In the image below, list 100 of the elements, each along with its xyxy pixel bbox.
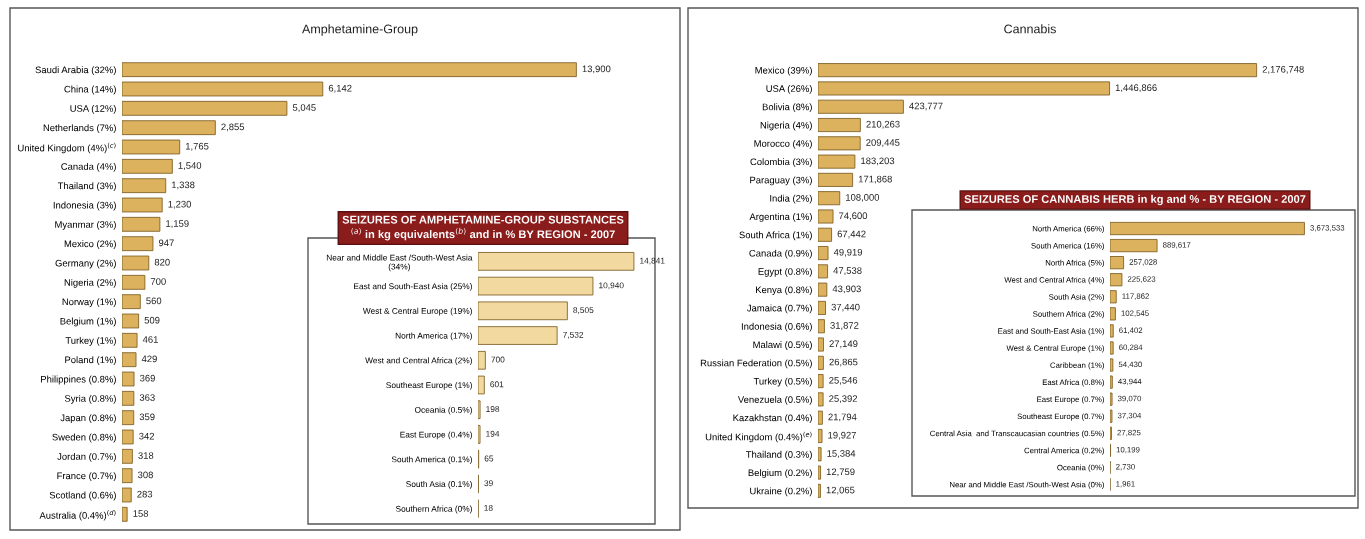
y-tick-label: Scotland (0.6%) xyxy=(49,491,116,501)
bar xyxy=(122,468,133,484)
bar xyxy=(122,313,140,329)
data-label: 12,065 xyxy=(826,486,855,495)
bar xyxy=(818,465,821,480)
y-tick-label: Venezuela (0.5%) xyxy=(737,395,812,405)
y-tick-label: Bolivia (8%) xyxy=(762,103,812,113)
y-tick-label: USA (12%) xyxy=(70,104,116,114)
data-label: 318 xyxy=(138,452,154,459)
data-label: 700 xyxy=(491,356,505,363)
bar xyxy=(818,63,1258,78)
data-label: 19,927 xyxy=(828,431,856,440)
bar xyxy=(122,487,132,503)
bar xyxy=(1110,307,1116,321)
bar xyxy=(818,300,826,315)
data-label: 13,900 xyxy=(582,65,611,74)
y-tick-label: Indonesia (0.6%) xyxy=(741,322,812,332)
data-label: 2,176,748 xyxy=(1262,65,1304,74)
y-tick-label: Thailand (3%) xyxy=(57,182,116,192)
bar xyxy=(122,448,133,464)
data-label: 423,777 xyxy=(909,102,943,111)
y-tick-label: Turkey (1%) xyxy=(65,336,116,346)
y-tick-label: Myanmar (3%) xyxy=(55,220,116,230)
bar xyxy=(818,154,856,169)
chart-title: SEIZURES OF AMPHETAMINE-GROUP SUBSTANCES $^{(a)}$ in kg equivalents$^{(b)}$ and in % BY REGION - 2007 xyxy=(342,215,624,241)
y-tick-label: Southeast Europe (1%) xyxy=(386,381,472,390)
y-tick-label: Jordan (0.7%) xyxy=(57,452,116,462)
bar xyxy=(122,197,163,213)
data-label: 158 xyxy=(133,510,149,517)
data-label: 10,940 xyxy=(599,282,624,290)
y-tick-label: Germany (2%) xyxy=(55,259,116,269)
data-label: 560 xyxy=(146,297,162,305)
y-tick-label: USA (26%) xyxy=(766,85,812,94)
data-label: 1,540 xyxy=(178,162,202,170)
y-tick-label: Turkey (0.5%) xyxy=(753,377,812,387)
data-label: 820 xyxy=(154,258,170,266)
y-tick-label: Colombia (3%) xyxy=(750,158,812,167)
data-label: 198 xyxy=(486,406,500,412)
bar xyxy=(818,191,841,206)
bar xyxy=(818,172,854,187)
data-label: 283 xyxy=(137,490,153,498)
bar xyxy=(122,216,161,232)
y-tick-label: France (0.7%) xyxy=(57,472,116,482)
bar xyxy=(818,483,821,498)
y-tick-label: Malawi (0.5%) xyxy=(753,341,812,350)
data-label: 21,794 xyxy=(828,413,857,422)
bar xyxy=(818,81,1110,96)
y-tick-label: Canada (0.9%) xyxy=(749,249,812,259)
bar xyxy=(122,429,134,445)
data-label: 509 xyxy=(144,316,160,324)
y-tick-label: Thailand (0.3%) xyxy=(745,450,812,460)
bar xyxy=(818,374,824,389)
y-tick-label: Sweden (0.8%) xyxy=(52,433,116,443)
y-tick-label: India (2%) xyxy=(770,194,812,204)
y-tick-label: East and South-East Asia (25%) xyxy=(354,283,472,291)
data-label: 342 xyxy=(139,432,155,440)
y-tick-label: Belgium (1%) xyxy=(60,317,116,327)
bar xyxy=(818,136,861,151)
data-label: 1,446,866 xyxy=(1115,84,1157,93)
data-label: 429 xyxy=(141,355,157,363)
y-tick-label: Norway (1%) xyxy=(62,298,116,308)
data-label: 12,759 xyxy=(826,468,855,477)
y-tick-label: Mexico (2%) xyxy=(64,240,116,250)
y-tick-label: Mexico (39%) xyxy=(755,66,812,76)
data-label: 1,159 xyxy=(166,220,189,228)
bar xyxy=(122,352,137,368)
bar xyxy=(818,209,834,224)
data-label: 65 xyxy=(484,455,494,462)
y-tick-label: North America (17%) xyxy=(395,332,472,341)
y-tick-label: Ukraine (0.2%) xyxy=(750,487,812,497)
bar xyxy=(478,350,486,370)
y-tick-label: Morocco (4%) xyxy=(754,139,812,149)
bar xyxy=(122,410,135,426)
bar xyxy=(1110,358,1114,372)
bar xyxy=(122,120,216,136)
y-tick-label: Argentina (1%) xyxy=(749,213,812,222)
bar xyxy=(122,371,135,387)
y-tick-label: Kazakhstan (0.4%) xyxy=(733,414,812,424)
bar xyxy=(122,62,577,78)
data-label: 74,600 xyxy=(839,212,868,221)
y-tick-label: Belgium (0.2%) xyxy=(748,469,812,478)
data-label: 1,338 xyxy=(172,181,195,190)
y-tick-label: China (14%) xyxy=(64,85,116,95)
y-tick-label: Saudi Arabia (32%) xyxy=(35,66,116,76)
bar xyxy=(122,178,167,194)
y-tick-label: United Kingdom (0.4%)$^{(e)}$ xyxy=(705,431,812,443)
chart-title: Cannabis xyxy=(1004,24,1056,34)
data-label: 67,442 xyxy=(837,230,866,239)
bar xyxy=(122,390,135,406)
data-label: 108,000 xyxy=(846,194,880,202)
bar xyxy=(122,274,146,290)
bar xyxy=(818,410,823,425)
data-label: 183,203 xyxy=(861,157,895,166)
data-label: 8,505 xyxy=(573,307,594,315)
y-tick-label: Canada (4%) xyxy=(61,162,116,172)
y-tick-label: South Africa (1%) xyxy=(739,231,812,241)
data-label: 49,919 xyxy=(833,248,863,257)
y-tick-label: Japan (0.8%) xyxy=(60,414,116,424)
bar xyxy=(1110,256,1125,270)
bar xyxy=(1110,375,1113,389)
